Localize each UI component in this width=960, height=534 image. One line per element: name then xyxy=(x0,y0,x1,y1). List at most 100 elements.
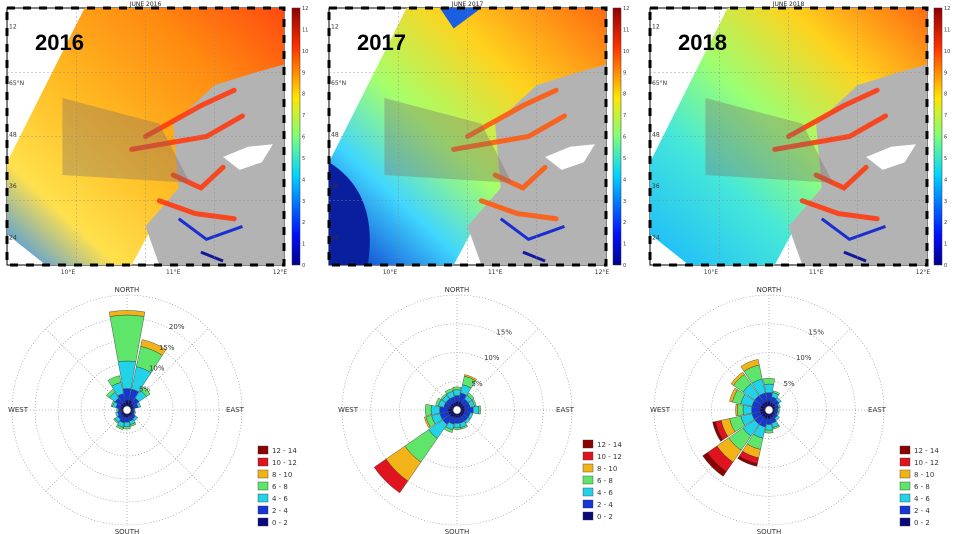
compass-west-label: WEST xyxy=(650,406,671,414)
inner-fjord xyxy=(200,250,224,263)
rose-wedge-SW-bin3 xyxy=(113,418,119,424)
rose-wedge-SSW-bin6 xyxy=(737,455,758,467)
lat-tick-label: 48 xyxy=(652,132,660,139)
ring-percent-label: 5% xyxy=(471,380,482,388)
rose-wedge-WSW-bin4 xyxy=(424,416,431,429)
compass-north-label: NORTH xyxy=(757,286,782,294)
lon-tick-label: 10°E xyxy=(383,269,398,276)
compass-north-label: NORTH xyxy=(445,286,470,294)
lat-tick-label: 36 xyxy=(331,183,339,190)
fjord-arm xyxy=(478,198,559,222)
lon-tick-label: 11°E xyxy=(809,269,824,276)
rose-wedge-N-bin3 xyxy=(452,386,462,391)
legend-label: 8 - 10 xyxy=(597,465,617,473)
map-year-label: 2017 xyxy=(357,30,406,55)
ring-percent-label: 15% xyxy=(496,328,512,336)
legend-swatch xyxy=(582,499,594,509)
lake xyxy=(545,144,595,170)
colorbar-tick-label: 9 xyxy=(944,70,947,76)
rose-wedge-NE-bin3 xyxy=(140,386,151,397)
rose-wedge-ENE-bin3 xyxy=(471,399,477,407)
rose-wedge-W-bin1 xyxy=(118,408,122,412)
rose-wedge-W-bin3 xyxy=(737,404,744,416)
rose-wedge-NNW-bin3 xyxy=(444,388,454,395)
map-border xyxy=(648,6,929,267)
rose-wedge-NNW-bin4 xyxy=(740,359,760,372)
rose-wedge-W-bin2 xyxy=(430,405,441,415)
legend-swatch xyxy=(257,469,269,479)
rose-wedge-W-bin3 xyxy=(425,404,432,416)
legend-label: 2 - 4 xyxy=(272,507,288,515)
haze-overlay xyxy=(705,97,833,183)
rose-wedge-NNW-bin3 xyxy=(107,375,122,387)
colorbar-tick-label: 7 xyxy=(302,113,305,119)
colorbar-tick-label: 4 xyxy=(302,177,305,183)
map-border xyxy=(5,6,286,267)
fjord-arm xyxy=(170,164,226,191)
legend-swatch xyxy=(582,475,594,485)
rose-wedge-N-bin2 xyxy=(764,383,774,394)
lat-tick-label: 36 xyxy=(9,183,17,190)
rose-wedge-WNW-bin3 xyxy=(435,397,442,407)
rose-wedge-WNW-bin4 xyxy=(729,387,738,403)
rose-wedge-SSE-bin3 xyxy=(460,424,468,430)
colorbar-tick-label: 7 xyxy=(944,113,947,119)
rose-wedge-S-bin1 xyxy=(124,417,130,423)
colorbar-tick-label: 12 xyxy=(944,6,950,12)
compass-north-label: NORTH xyxy=(115,286,140,294)
rose-wedge-NNE-bin4 xyxy=(464,374,477,382)
rose-wedge-S-bin1 xyxy=(766,418,772,425)
legend-label: 0 - 2 xyxy=(272,519,288,527)
rose-wedge-W-bin2 xyxy=(116,407,119,413)
legend-label: 12 - 14 xyxy=(914,447,939,455)
rose-wedge-ENE-bin2 xyxy=(777,403,781,409)
legend-label: 4 - 6 xyxy=(914,495,930,503)
rose-wedge-SSE-bin3 xyxy=(772,424,780,430)
rose-wedge-N-bin4 xyxy=(108,310,146,317)
colorbar-tick-label: 3 xyxy=(944,199,947,205)
colorbar xyxy=(933,7,943,266)
colorbar-tick-label: 0 xyxy=(302,263,305,269)
rose-wedge-WNW-bin3 xyxy=(110,400,115,408)
rose-wedge-E-bin1 xyxy=(131,408,135,412)
lon-tick-label: 10°E xyxy=(704,269,719,276)
colorbar-tick-label: 11 xyxy=(623,27,629,33)
map-title: JUNE 2017 xyxy=(451,1,484,8)
lake xyxy=(223,144,273,170)
legend-label: 10 - 12 xyxy=(597,453,622,461)
ring-percent-label: 10% xyxy=(149,365,165,373)
lon-tick-label: 10°E xyxy=(61,269,76,276)
colorbar-tick-label: 5 xyxy=(944,156,947,162)
legend-swatch xyxy=(899,481,911,491)
rose-wedge-W-bin2 xyxy=(742,405,753,415)
rose-wedge-SW-bin6 xyxy=(702,452,727,477)
fjord-arm xyxy=(799,198,880,222)
rose-wedge-S-bin2 xyxy=(453,422,461,429)
compass-east-label: EAST xyxy=(868,406,887,414)
legend-swatch xyxy=(582,511,594,521)
haze-overlay xyxy=(384,97,512,183)
inner-fjord xyxy=(820,217,886,241)
lat-tick-label: 36 xyxy=(652,183,660,190)
ring-percent-label: 20% xyxy=(169,323,185,331)
legend-swatch xyxy=(257,481,269,491)
rose-wedge-ESE-bin2 xyxy=(467,412,474,420)
map-border xyxy=(327,6,608,267)
rose-wedge-NW-bin3 xyxy=(106,389,116,399)
colorbar xyxy=(291,7,301,266)
legend-swatch xyxy=(899,505,911,515)
lat-tick-label: 65°N xyxy=(9,80,24,87)
colorbar-tick-label: 11 xyxy=(944,27,950,33)
legend-label: 12 - 14 xyxy=(597,441,622,449)
colorbar-tick-label: 7 xyxy=(623,113,626,119)
colorbar-tick-label: 6 xyxy=(623,135,626,141)
lat-tick-label: 24 xyxy=(652,234,660,241)
rose-wedge-NE-bin3 xyxy=(466,392,475,401)
colorbar-tick-label: 2 xyxy=(623,220,626,226)
colorbar-tick-label: 1 xyxy=(944,242,947,248)
legend-label: 4 - 6 xyxy=(272,495,288,503)
legend-swatch xyxy=(582,451,594,461)
